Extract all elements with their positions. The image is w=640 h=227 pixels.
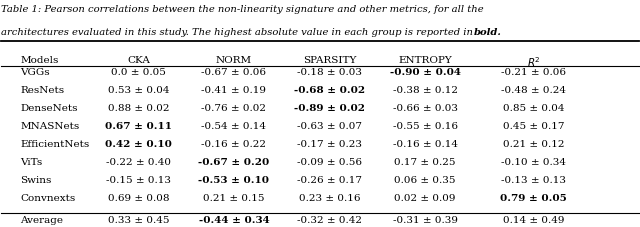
Text: -0.66 ± 0.03: -0.66 ± 0.03 xyxy=(393,104,458,114)
Text: -0.53 ± 0.10: -0.53 ± 0.10 xyxy=(198,176,269,185)
Text: -0.90 ± 0.04: -0.90 ± 0.04 xyxy=(390,69,461,77)
Text: VGGs: VGGs xyxy=(20,69,50,77)
Text: 0.21 ± 0.12: 0.21 ± 0.12 xyxy=(502,140,564,149)
Text: -0.38 ± 0.12: -0.38 ± 0.12 xyxy=(393,86,458,95)
Text: Average: Average xyxy=(20,216,63,225)
Text: MNASNets: MNASNets xyxy=(20,122,80,131)
Text: 0.85 ± 0.04: 0.85 ± 0.04 xyxy=(502,104,564,114)
Text: 0.53 ± 0.04: 0.53 ± 0.04 xyxy=(108,86,169,95)
Text: 0.06 ± 0.35: 0.06 ± 0.35 xyxy=(394,176,456,185)
Text: CKA: CKA xyxy=(127,55,150,64)
Text: 0.02 ± 0.09: 0.02 ± 0.09 xyxy=(394,194,456,203)
Text: 0.67 ± 0.11: 0.67 ± 0.11 xyxy=(105,122,172,131)
Text: Convnexts: Convnexts xyxy=(20,194,76,203)
Text: -0.10 ± 0.34: -0.10 ± 0.34 xyxy=(501,158,566,167)
Text: -0.13 ± 0.13: -0.13 ± 0.13 xyxy=(501,176,566,185)
Text: architectures evaluated in this study. The highest absolute value in each group : architectures evaluated in this study. T… xyxy=(1,28,477,37)
Text: -0.22 ± 0.40: -0.22 ± 0.40 xyxy=(106,158,171,167)
Text: 0.79 ± 0.05: 0.79 ± 0.05 xyxy=(500,194,567,203)
Text: Models: Models xyxy=(20,55,59,64)
Text: DenseNets: DenseNets xyxy=(20,104,78,114)
Text: -0.15 ± 0.13: -0.15 ± 0.13 xyxy=(106,176,171,185)
Text: 0.0 ± 0.05: 0.0 ± 0.05 xyxy=(111,69,166,77)
Text: NORM: NORM xyxy=(216,55,252,64)
Text: $R^2$: $R^2$ xyxy=(527,55,540,69)
Text: -0.67 ± 0.06: -0.67 ± 0.06 xyxy=(202,69,266,77)
Text: -0.63 ± 0.07: -0.63 ± 0.07 xyxy=(297,122,362,131)
Text: bold.: bold. xyxy=(474,28,502,37)
Text: 0.45 ± 0.17: 0.45 ± 0.17 xyxy=(502,122,564,131)
Text: 0.88 ± 0.02: 0.88 ± 0.02 xyxy=(108,104,169,114)
Text: 0.69 ± 0.08: 0.69 ± 0.08 xyxy=(108,194,169,203)
Text: ENTROPY: ENTROPY xyxy=(398,55,452,64)
Text: -0.54 ± 0.14: -0.54 ± 0.14 xyxy=(202,122,266,131)
Text: -0.44 ± 0.34: -0.44 ± 0.34 xyxy=(198,216,269,225)
Text: -0.26 ± 0.17: -0.26 ± 0.17 xyxy=(297,176,362,185)
Text: -0.41 ± 0.19: -0.41 ± 0.19 xyxy=(202,86,266,95)
Text: -0.16 ± 0.22: -0.16 ± 0.22 xyxy=(202,140,266,149)
Text: -0.68 ± 0.02: -0.68 ± 0.02 xyxy=(294,86,365,95)
Text: 0.21 ± 0.15: 0.21 ± 0.15 xyxy=(204,194,265,203)
Text: 0.23 ± 0.16: 0.23 ± 0.16 xyxy=(299,194,360,203)
Text: -0.55 ± 0.16: -0.55 ± 0.16 xyxy=(393,122,458,131)
Text: -0.31 ± 0.39: -0.31 ± 0.39 xyxy=(393,216,458,225)
Text: -0.89 ± 0.02: -0.89 ± 0.02 xyxy=(294,104,365,114)
Text: 0.42 ± 0.10: 0.42 ± 0.10 xyxy=(105,140,172,149)
Text: SPARSITY: SPARSITY xyxy=(303,55,356,64)
Text: EfficientNets: EfficientNets xyxy=(20,140,90,149)
Text: -0.67 ± 0.20: -0.67 ± 0.20 xyxy=(198,158,269,167)
Text: Swins: Swins xyxy=(20,176,52,185)
Text: -0.18 ± 0.03: -0.18 ± 0.03 xyxy=(297,69,362,77)
Text: 0.33 ± 0.45: 0.33 ± 0.45 xyxy=(108,216,169,225)
Text: -0.76 ± 0.02: -0.76 ± 0.02 xyxy=(202,104,266,114)
Text: 0.14 ± 0.49: 0.14 ± 0.49 xyxy=(502,216,564,225)
Text: -0.32 ± 0.42: -0.32 ± 0.42 xyxy=(297,216,362,225)
Text: -0.21 ± 0.06: -0.21 ± 0.06 xyxy=(501,69,566,77)
Text: ResNets: ResNets xyxy=(20,86,65,95)
Text: 0.17 ± 0.25: 0.17 ± 0.25 xyxy=(394,158,456,167)
Text: Table 1: Pearson correlations between the non-linearity signature and other metr: Table 1: Pearson correlations between th… xyxy=(1,5,484,14)
Text: ViTs: ViTs xyxy=(20,158,43,167)
Text: -0.09 ± 0.56: -0.09 ± 0.56 xyxy=(297,158,362,167)
Text: -0.48 ± 0.24: -0.48 ± 0.24 xyxy=(501,86,566,95)
Text: -0.17 ± 0.23: -0.17 ± 0.23 xyxy=(297,140,362,149)
Text: -0.16 ± 0.14: -0.16 ± 0.14 xyxy=(393,140,458,149)
